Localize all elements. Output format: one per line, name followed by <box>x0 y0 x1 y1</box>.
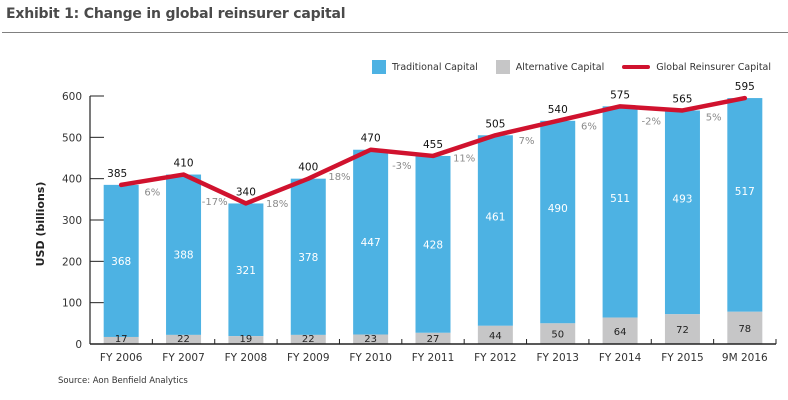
bar-alternative <box>166 334 202 344</box>
bar-label-alternative: 22 <box>177 334 190 345</box>
bar-label-alternative: 78 <box>738 324 751 335</box>
x-tick-label: FY 2014 <box>599 352 642 364</box>
pct-change-label: 18% <box>266 199 288 210</box>
pct-change-label: -2% <box>642 116 661 127</box>
bar-label-alternative: 19 <box>240 334 253 345</box>
bar-traditional <box>103 184 139 337</box>
bar-label-alternative: 72 <box>676 325 689 336</box>
bar-traditional <box>415 155 451 333</box>
y-tick-label: 400 <box>62 174 82 186</box>
line-point-label: 540 <box>548 104 568 116</box>
y-tick-label: 300 <box>62 215 82 227</box>
legend-label: Traditional Capital <box>392 61 478 73</box>
bar-alternative <box>664 314 700 344</box>
line-point-label: 470 <box>361 133 381 145</box>
pct-change-label: -3% <box>392 161 411 172</box>
x-tick-label: FY 2012 <box>474 352 517 364</box>
bar-label-traditional: 461 <box>485 212 505 224</box>
line-point-label: 455 <box>423 139 443 151</box>
legend-swatch-alternative <box>495 60 510 74</box>
legend-label: Global Reinsurer Capital <box>656 61 772 73</box>
legend-swatch-traditional <box>372 60 386 74</box>
bar-alternative <box>477 325 513 344</box>
y-tick-label: 600 <box>62 91 82 103</box>
x-tick-label: FY 2008 <box>225 352 268 364</box>
x-tick-label: FY 2010 <box>349 352 392 364</box>
pct-change-label: 6% <box>581 122 597 133</box>
legend-item-alternative: Alternative Capital <box>495 60 605 74</box>
bar-alternative <box>353 334 389 344</box>
line-point-label: 385 <box>107 168 127 180</box>
bar-label-traditional: 321 <box>236 265 256 277</box>
pct-change-label: 11% <box>453 154 475 165</box>
source-note: Source: Aon Benfield Analytics <box>58 376 188 386</box>
bar-alternative <box>228 336 264 344</box>
bar-traditional <box>228 203 264 337</box>
legend-item-global: Global Reinsurer Capital <box>622 62 771 73</box>
chart-title: Exhibit 1: Change in global reinsurer ca… <box>6 6 346 22</box>
line-global-capital <box>118 95 748 206</box>
bar-label-alternative: 22 <box>302 334 315 345</box>
bar-label-alternative: 64 <box>614 327 627 338</box>
bar-alternative <box>727 311 763 344</box>
pct-change-label: -17% <box>202 197 228 208</box>
bar-traditional <box>664 110 700 315</box>
bar-label-traditional: 493 <box>672 193 692 205</box>
legend-item-traditional: Traditional Capital <box>372 60 478 74</box>
x-tick-label: FY 2007 <box>162 352 205 364</box>
bar-label-alternative: 27 <box>427 334 440 345</box>
bar-traditional <box>166 174 202 335</box>
legend: Traditional Capital Alternative Capital … <box>372 60 771 74</box>
bar-label-alternative: 23 <box>364 334 377 345</box>
bar-label-traditional: 490 <box>548 203 568 215</box>
bar-label-alternative: 50 <box>551 330 564 341</box>
bar-traditional <box>353 149 389 335</box>
bar-alternative <box>103 336 139 344</box>
legend-swatch-global <box>622 65 651 69</box>
pct-change-label: 6% <box>144 188 160 199</box>
line-point-label: 410 <box>174 158 194 170</box>
bar-label-alternative: 17 <box>115 334 128 345</box>
bar-traditional <box>602 106 638 318</box>
bar-label-traditional: 378 <box>298 252 318 264</box>
y-tick-label: 200 <box>62 256 82 268</box>
bar-alternative <box>415 332 451 344</box>
bar-label-alternative: 44 <box>489 331 502 342</box>
line-point-label: 340 <box>236 186 256 198</box>
bar-traditional <box>727 98 763 312</box>
line-point-label: 505 <box>485 118 505 130</box>
x-tick-label: FY 2013 <box>536 352 579 364</box>
y-tick-label: 100 <box>62 298 82 310</box>
bar-alternative <box>540 323 576 344</box>
x-tick-label: FY 2006 <box>100 352 143 364</box>
bar-label-traditional: 428 <box>423 239 443 251</box>
bar-label-traditional: 517 <box>735 186 755 198</box>
bar-alternative <box>290 334 326 344</box>
y-axis-label: USD (billions) <box>34 182 47 267</box>
title-divider <box>2 32 788 33</box>
x-tick-label: FY 2015 <box>661 352 704 364</box>
line-point-label: 575 <box>610 89 630 101</box>
bar-alternative <box>602 317 638 344</box>
x-tick-label: FY 2011 <box>412 352 455 364</box>
line-point-label: 400 <box>298 162 318 174</box>
x-tick-label: 9M 2016 <box>722 352 768 364</box>
bar-traditional <box>540 120 576 324</box>
bar-label-traditional: 447 <box>361 237 381 249</box>
legend-label: Alternative Capital <box>515 61 605 73</box>
bar-traditional <box>290 178 326 335</box>
pct-change-label: 5% <box>706 112 722 123</box>
y-tick-label: 500 <box>62 132 82 144</box>
pct-change-label: 18% <box>328 172 350 183</box>
bar-label-traditional: 388 <box>174 250 194 262</box>
pct-change-label: 7% <box>519 136 535 147</box>
x-tick-label: FY 2009 <box>287 352 330 364</box>
y-tick-label: 0 <box>75 339 82 351</box>
bar-traditional <box>477 135 513 326</box>
line-point-label: 595 <box>735 81 755 93</box>
line-point-label: 565 <box>672 93 692 105</box>
bar-label-traditional: 511 <box>610 193 630 205</box>
bar-label-traditional: 368 <box>111 256 131 268</box>
